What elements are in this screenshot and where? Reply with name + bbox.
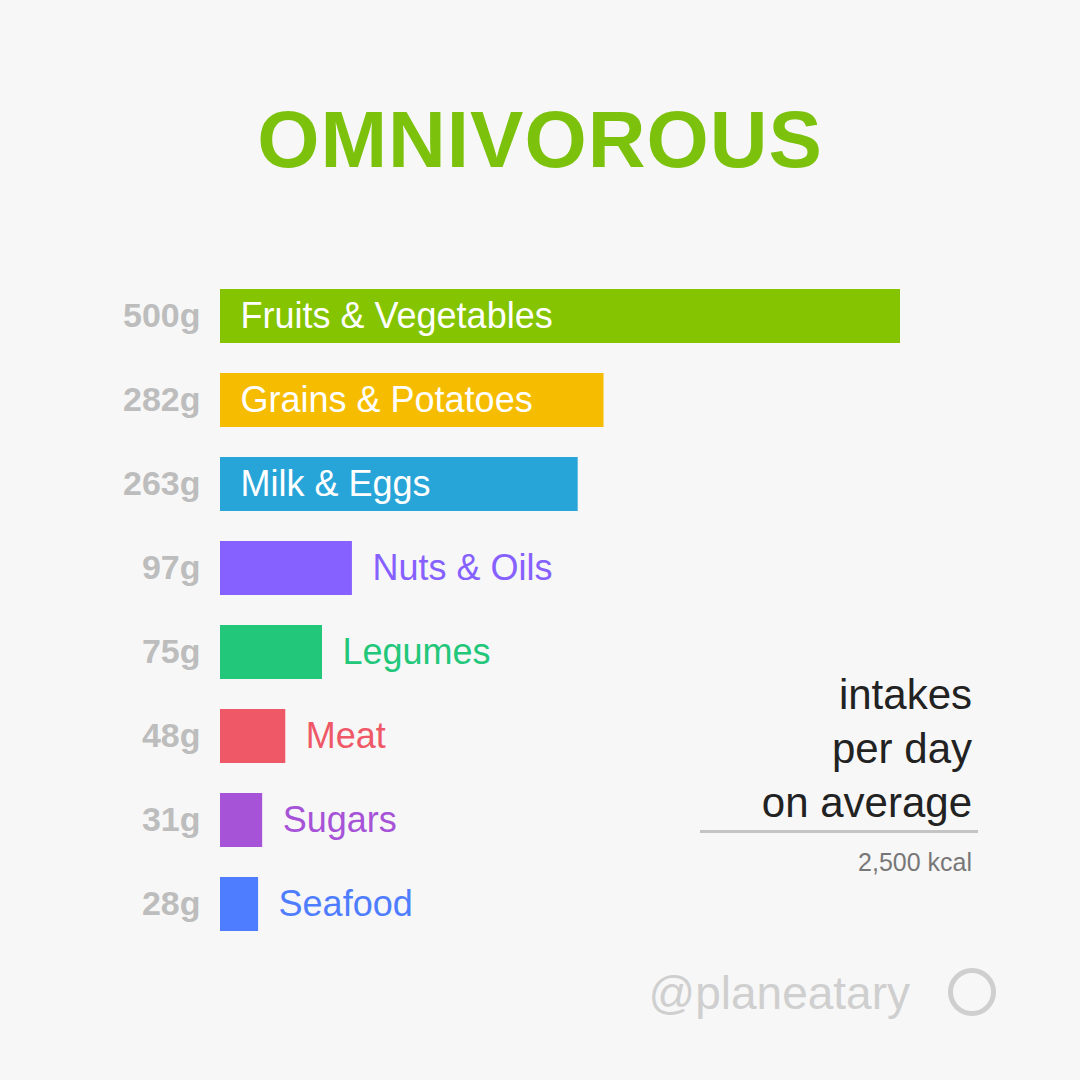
svg-text:Legumes: Legumes <box>343 631 491 672</box>
html-text:OMNIVOROUS: OMNIVOROUS <box>257 95 823 184</box>
svg-text:500g: 500g <box>123 296 201 334</box>
svg-text:Milk & Eggs: Milk & Eggs <box>241 463 431 504</box>
svg-text:Fruits & Vegetables: Fruits & Vegetables <box>241 295 553 336</box>
svg-text:Seafood: Seafood <box>279 883 413 924</box>
svg-text:Nuts & Oils: Nuts & Oils <box>372 547 552 588</box>
svg-text:Meat: Meat <box>306 715 386 756</box>
html-text:intakes: intakes <box>838 671 972 718</box>
html-text:per day: per day <box>831 725 972 772</box>
svg-text:75g: 75g <box>142 632 201 670</box>
svg-text:28g: 28g <box>142 884 201 922</box>
svg-text:282g: 282g <box>123 380 201 418</box>
html-text:on average: on average <box>761 779 972 826</box>
svg-text:31g: 31g <box>142 800 201 838</box>
svg-text:263g: 263g <box>123 464 201 502</box>
html-text:2,500 kcal: 2,500 kcal <box>858 848 972 876</box>
html-text:@planeatary: @planeatary <box>648 967 910 1019</box>
svg-text:Sugars: Sugars <box>283 799 397 840</box>
svg-text:48g: 48g <box>142 716 201 754</box>
svg-text:97g: 97g <box>142 548 201 586</box>
svg-text:Grains & Potatoes: Grains & Potatoes <box>241 379 533 420</box>
